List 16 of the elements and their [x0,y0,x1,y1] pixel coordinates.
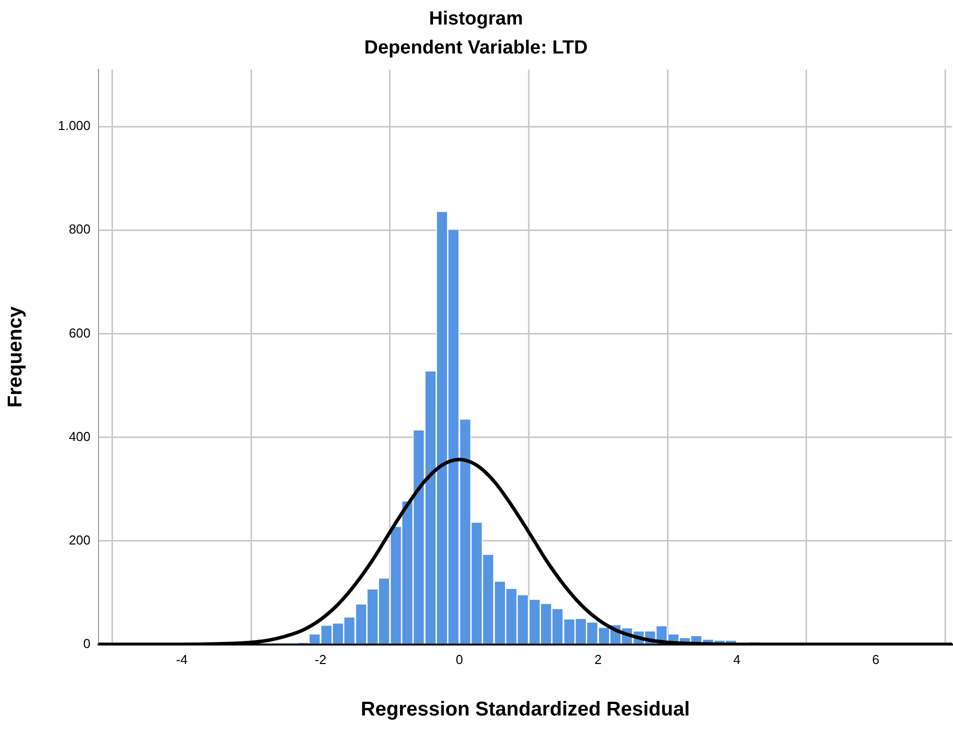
y-axis-title: Frequency [4,306,27,408]
x-tick-label: -4 [176,652,188,667]
y-tick-label: 200 [68,532,91,548]
chart-subtitle: Dependent Variable: LTD [364,37,588,58]
x-tick-label: 0 [456,652,463,667]
y-tick-label: 1.000 [58,118,91,134]
y-tick-label: 0 [83,636,91,651]
y-tick-label: 800 [68,222,91,237]
x-tick-label: 2 [594,652,602,667]
x-tick-label: -2 [314,652,326,667]
x-axis-title: Regression Standardized Residual [360,698,690,721]
x-tick-label: 4 [733,652,741,667]
y-tick-label: 400 [68,428,91,444]
x-tick-label: 6 [872,652,880,667]
y-tick-label: 600 [68,325,91,340]
chart-title: Histogram [429,8,523,30]
